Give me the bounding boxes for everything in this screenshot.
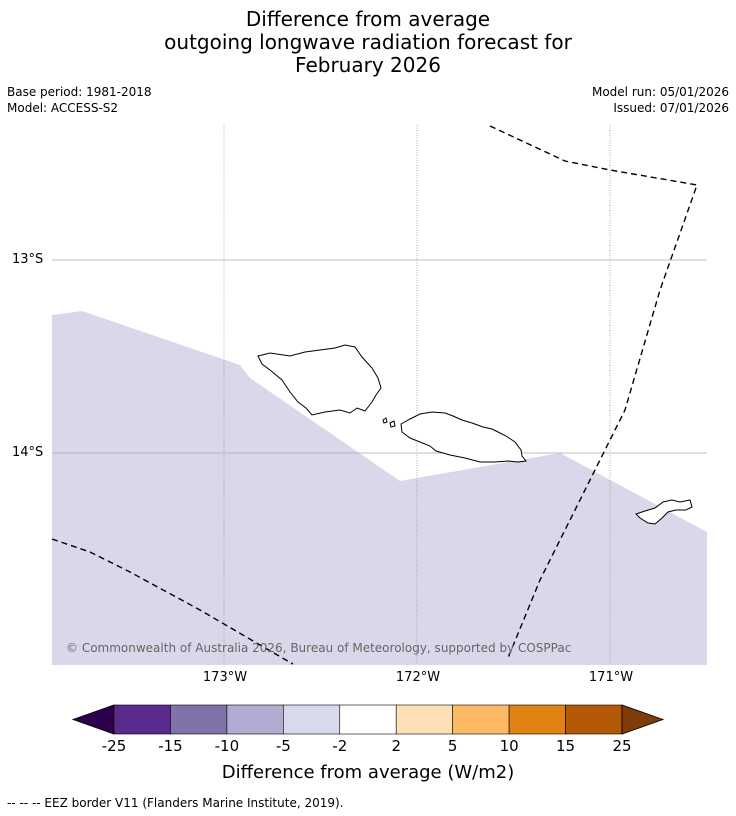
- colorbar-tick-label: -5: [275, 737, 291, 755]
- colorbar-bin-5: [339, 704, 397, 735]
- upolu-island: [400, 411, 527, 463]
- lon-label-173w: 173°W: [202, 670, 248, 685]
- gridlines: [52, 125, 707, 665]
- eez-border-southwest: [51, 538, 294, 665]
- chart-title: Difference from average outgoing longwav…: [0, 8, 736, 77]
- colorbar-bin-7: [452, 704, 510, 735]
- colorbar-bin-3: [226, 704, 284, 735]
- lat-label-14s: 14°S: [12, 445, 44, 460]
- colorbar-bin-2: [170, 704, 228, 735]
- colorbar-bin-1: [113, 704, 171, 735]
- anomaly-region: [52, 311, 707, 665]
- colorbar-bin-4: [283, 704, 341, 735]
- title-line-1: Difference from average: [245, 7, 491, 31]
- colorbar-extend-low: [71, 704, 115, 735]
- lon-label-172w: 172°W: [395, 670, 441, 685]
- apolima-islet: [389, 420, 396, 428]
- model-name: Model: ACCESS-S2: [7, 101, 119, 115]
- model-run: Model run: 05/01/2026: [591, 85, 729, 99]
- colorbar-extend-high: [621, 704, 665, 735]
- colorbar-tick-label: -10: [214, 737, 240, 755]
- copyright-notice: © Commonwealth of Australia 2026, Bureau…: [66, 641, 572, 655]
- base-period: Base period: 1981-2018: [7, 85, 152, 99]
- colorbar-bin-9: [565, 704, 623, 735]
- title-line-2: outgoing longwave radiation forecast for: [164, 30, 572, 54]
- colorbar-tick-label: -25: [101, 737, 127, 755]
- savaii-island: [257, 344, 382, 416]
- colorbar-tick-label: -15: [158, 737, 183, 755]
- eez-footnote: -- -- -- EEZ border V11 (Flanders Marine…: [7, 796, 344, 810]
- manono-islet: [382, 417, 388, 424]
- colorbar-bin-8: [508, 704, 566, 735]
- colorbar: [71, 704, 665, 735]
- meta-right: Model run: 05/01/2026 Issued: 07/01/2026: [592, 84, 729, 116]
- colorbar-tick-label: 2: [391, 737, 401, 755]
- lon-label-171w: 171°W: [588, 670, 634, 685]
- colorbar-title: Difference from average (W/m2): [221, 762, 515, 783]
- colorbar-tick-label: 15: [556, 737, 576, 755]
- colorbar-tick-label: 10: [499, 737, 519, 755]
- colorbar-tick-label: 25: [612, 737, 632, 755]
- issued-date: Issued: 07/01/2026: [613, 101, 729, 115]
- colorbar-bin-6: [395, 704, 453, 735]
- title-line-3: February 2026: [295, 53, 441, 77]
- eez-borders: [51, 125, 698, 665]
- meta-left: Base period: 1981-2018 Model: ACCESS-S2: [7, 84, 152, 116]
- colorbar-tick-label: -2: [332, 737, 348, 755]
- lat-label-13s: 13°S: [12, 252, 44, 267]
- islands: [257, 344, 693, 525]
- colorbar-tick-label: 5: [447, 737, 458, 755]
- tutuila-island: [635, 499, 693, 525]
